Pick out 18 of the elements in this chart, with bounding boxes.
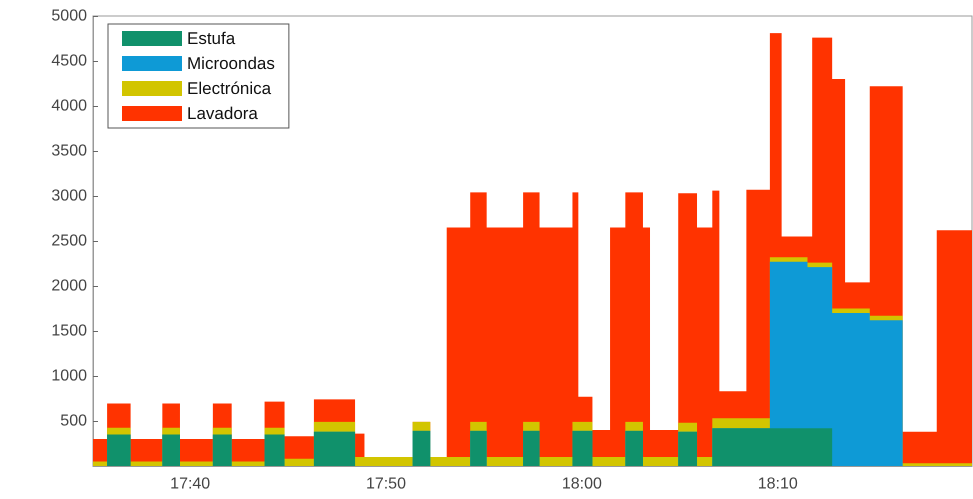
legend-label: Estufa <box>187 29 236 48</box>
y-tick-label: 2500 <box>51 232 88 250</box>
y-tick-label: 1500 <box>51 322 88 340</box>
y-tick-label: 3500 <box>51 142 88 160</box>
x-tick-label: 18:10 <box>758 476 798 492</box>
y-tick-label: 1000 <box>51 368 88 384</box>
y-tick-label: 3000 <box>51 188 88 204</box>
y-tick-label: 4500 <box>51 52 88 70</box>
x-tick-label: 18:00 <box>562 476 602 492</box>
y-tick-label: 500 <box>60 412 88 430</box>
legend-label: Lavadora <box>187 104 258 123</box>
y-tick-label: 2000 <box>51 278 88 294</box>
y-tick-label: 5000 <box>51 8 88 24</box>
legend-label: Electrónica <box>187 79 272 98</box>
x-tick-label: 17:50 <box>366 476 406 492</box>
x-tick-label: 17:40 <box>170 476 210 492</box>
y-tick-label: 4000 <box>51 98 88 114</box>
legend-label: Microondas <box>187 54 275 73</box>
